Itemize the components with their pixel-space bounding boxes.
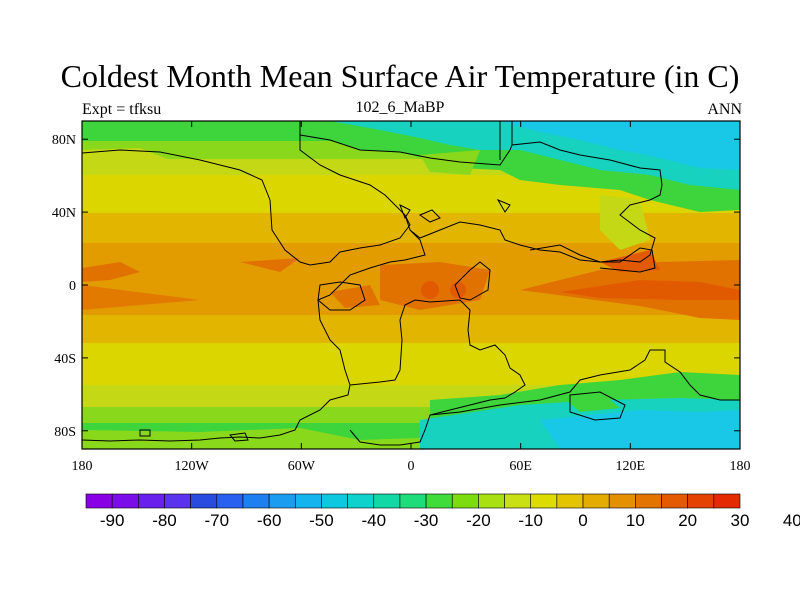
colorbar-label: -50: [309, 511, 334, 530]
colorbar: -90-80-70-60-50-40-30-20-1001020304050: [85, 493, 800, 530]
colorbar-swatch: [164, 493, 191, 509]
colorbar-swatch: [713, 493, 741, 509]
colorbar-swatch: [608, 493, 636, 509]
lat-tick-label: 0: [69, 279, 76, 294]
temperature-field: [82, 121, 740, 449]
antarctic-cold-patch: [540, 410, 740, 449]
map-axes: 180 120W 60W 0 60E 120E 180 80N 40N 0 40S 80S: [52, 121, 751, 474]
colorbar-swatch: [321, 493, 348, 509]
colorbar-swatch: [478, 493, 505, 509]
colorbar-label: 10: [626, 511, 645, 530]
colorbar-swatch: [138, 493, 165, 509]
colorbar-swatch: [530, 493, 558, 509]
colorbar-label: 20: [678, 511, 697, 530]
band-south-ochre: [82, 315, 740, 343]
colorbar-swatch: [399, 493, 427, 509]
lat-tick-label: 40N: [52, 206, 76, 221]
colorbar-swatch: [111, 493, 139, 509]
colorbar-swatch: [687, 493, 715, 509]
colorbar-swatch: [216, 493, 244, 509]
colorbar-swatch: [85, 493, 113, 509]
siberia-cold-patch: [500, 121, 740, 170]
colorbar-swatch: [451, 493, 479, 509]
colorbar-label: -80: [152, 511, 177, 530]
colorbar-label: 30: [731, 511, 750, 530]
colorbar-label: -70: [205, 511, 230, 530]
colorbar-label: -90: [100, 511, 125, 530]
colorbar-swatch: [635, 493, 662, 509]
lon-tick-label: 60E: [509, 459, 532, 474]
colorbar-swatch: [294, 493, 322, 509]
continent-outlines: [82, 121, 740, 446]
lon-tick-label: 0: [408, 459, 415, 474]
lat-tick-label: 80N: [52, 133, 76, 148]
chart-title: Coldest Month Mean Surface Air Temperatu…: [60, 58, 740, 94]
colorbar-swatch: [347, 493, 375, 509]
lat-tick-label: 80S: [54, 425, 76, 440]
colorbar-label: -20: [466, 511, 491, 530]
colorbar-swatch: [661, 493, 688, 509]
lon-tick-label: 120W: [175, 459, 210, 474]
colorbar-swatch: [242, 493, 270, 509]
colorbar-label: -60: [257, 511, 282, 530]
colorbar-swatch: [504, 493, 532, 509]
colorbar-swatch: [373, 493, 401, 509]
colorbar-swatch: [425, 493, 453, 509]
colorbar-label: -30: [414, 511, 439, 530]
lon-tick-label: 180: [72, 459, 93, 474]
colorbar-label: -40: [361, 511, 386, 530]
season-label: ANN: [707, 101, 742, 118]
lon-tick-label: 180: [730, 459, 751, 474]
colorbar-label: 0: [578, 511, 587, 530]
colorbar-swatch: [582, 493, 610, 509]
colorbar-label: 40: [783, 511, 800, 530]
lon-tick-label: 60W: [288, 459, 316, 474]
colorbar-label: -10: [518, 511, 543, 530]
colorbar-swatch: [556, 493, 584, 509]
lat-tick-label: 40S: [54, 352, 76, 367]
colorbar-swatch: [268, 493, 296, 509]
experiment-label: Expt = tfksu: [82, 101, 162, 118]
colorbar-swatch: [190, 493, 218, 509]
band-south-yellow: [82, 343, 740, 385]
period-label: 102_6_MaBP: [355, 99, 445, 116]
lon-tick-label: 120E: [616, 459, 646, 474]
